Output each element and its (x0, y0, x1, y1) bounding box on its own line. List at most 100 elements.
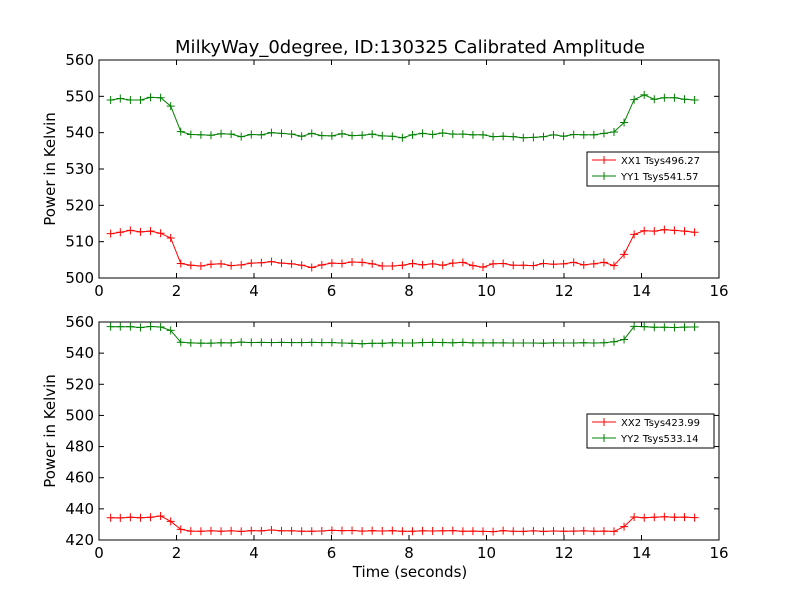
top-panel-y-axis: 500 510 520 530 540 550 560 (65, 51, 719, 287)
bottom-panel-series (106, 322, 699, 536)
bottom-series-1-point (609, 337, 618, 346)
bottom-series-0-point (599, 527, 608, 536)
bottom-series-0-point (438, 526, 447, 535)
top-series-0-point (136, 227, 145, 236)
bottom-series-1-point (277, 338, 286, 347)
bottom-series-1-point (428, 338, 437, 347)
bottom-series-1-point (680, 323, 689, 332)
top-series-0-point (609, 261, 618, 270)
bottom-series-1-point (358, 339, 367, 348)
bottom-series-0-point (579, 526, 588, 535)
bottom-series-1-point (529, 339, 538, 348)
bottom-x-tick-label: 12 (554, 544, 573, 562)
top-series-1-point (549, 130, 558, 139)
top-series-1-point (529, 133, 538, 142)
top-series-1-point (166, 102, 175, 111)
top-series-1-point (227, 130, 236, 139)
top-series-0-point (650, 227, 659, 236)
bottom-series-1-point (237, 338, 246, 347)
bottom-series-1-point (388, 338, 397, 347)
bottom-series-0-point (267, 526, 276, 535)
top-series-1-point (136, 95, 145, 104)
top-series-1-point (539, 132, 548, 141)
top-series-1-point (448, 130, 457, 139)
top-series-0-point (166, 234, 175, 243)
top-series-0-point (106, 229, 115, 238)
top-series-0-point (176, 259, 185, 268)
top-series-1-point (398, 133, 407, 142)
bottom-series-1-point (267, 338, 276, 347)
bottom-series-1-point (569, 339, 578, 348)
bottom-series-1-point (156, 322, 165, 331)
top-series-1-point (287, 130, 296, 139)
bottom-x-tick-label: 6 (327, 544, 337, 562)
bottom-series-0-point (136, 513, 145, 522)
bottom-series-0-point (539, 527, 548, 536)
bottom-series-1-point (247, 338, 256, 347)
bottom-series-0-point (398, 527, 407, 536)
bottom-series-1-point (438, 338, 447, 347)
top-series-0-point (559, 259, 568, 268)
bottom-series-1-point (136, 323, 145, 332)
top-panel-legend-box (586, 151, 720, 187)
bottom-series-0-point (549, 526, 558, 535)
legend-label-yy1: YY1 Tsys541.57 (620, 172, 699, 183)
top-series-1-point (620, 118, 629, 127)
top-series-0-point (680, 227, 689, 236)
top-series-0-point (448, 259, 457, 268)
bottom-series-0-point (408, 527, 417, 536)
bottom-series-0-point (609, 527, 618, 536)
bottom-series-1-point (559, 339, 568, 348)
bottom-series-1-point (348, 339, 357, 348)
top-series-0-point (378, 262, 387, 271)
top-panel: 0 2 4 6 8 10 12 14 16 500 510 520 530 540 550 560 Powe… (41, 51, 729, 300)
bottom-series-0-point (358, 527, 367, 536)
top-series-0-point (428, 259, 437, 268)
bottom-series-1-point (186, 338, 195, 347)
top-series-0-point (358, 258, 367, 267)
bottom-series-0-point (247, 526, 256, 535)
bottom-series-0-point (186, 527, 195, 536)
bottom-series-1-point (499, 338, 508, 347)
top-series-1-point (519, 133, 528, 142)
top-series-0-point (579, 260, 588, 269)
top-panel-series (106, 90, 699, 272)
top-series-1-point (579, 130, 588, 139)
legend-marker-yy1 (600, 172, 608, 180)
top-series-0-point (569, 258, 578, 267)
top-series-0-point (620, 250, 629, 259)
top-series-0-point (630, 230, 639, 239)
bottom-series-0-point (166, 517, 175, 526)
bottom-series-0-point (489, 527, 498, 536)
bottom-series-1-point (448, 338, 457, 347)
top-series-1-point (126, 95, 135, 104)
top-series-1-point (348, 131, 357, 140)
bottom-series-0-point (640, 513, 649, 522)
top-series-1-point (509, 132, 518, 141)
bottom-series-1-point (599, 338, 608, 347)
top-series-0-point (489, 259, 498, 268)
legend-marker-xx2 (600, 418, 608, 426)
top-series-1-point (569, 130, 578, 139)
bottom-series-1-point (660, 323, 669, 332)
bottom-series-1-point (479, 338, 488, 347)
top-series-0-point (458, 258, 467, 267)
top-series-1-point (418, 129, 427, 138)
top-x-tick-label: 6 (327, 282, 337, 300)
top-series-1-point (609, 127, 618, 136)
top-series-0-point (307, 263, 316, 272)
bottom-series-0-point (569, 527, 578, 536)
top-series-0-point (549, 260, 558, 269)
bottom-series-0-point (206, 526, 215, 535)
bottom-panel-x-axis: 0 2 4 6 8 10 12 14 16 (94, 322, 729, 562)
top-series-1-point (670, 93, 679, 102)
bottom-series-1-point (690, 322, 699, 331)
bottom-series-0-point (458, 527, 467, 536)
top-series-0-point (267, 257, 276, 266)
bottom-series-0-point (217, 527, 226, 536)
top-series-1-point (599, 129, 608, 138)
top-series-1-point (267, 128, 276, 137)
top-series-1-point (106, 95, 115, 104)
top-series-1-point (489, 132, 498, 141)
top-series-0-point (237, 260, 246, 269)
